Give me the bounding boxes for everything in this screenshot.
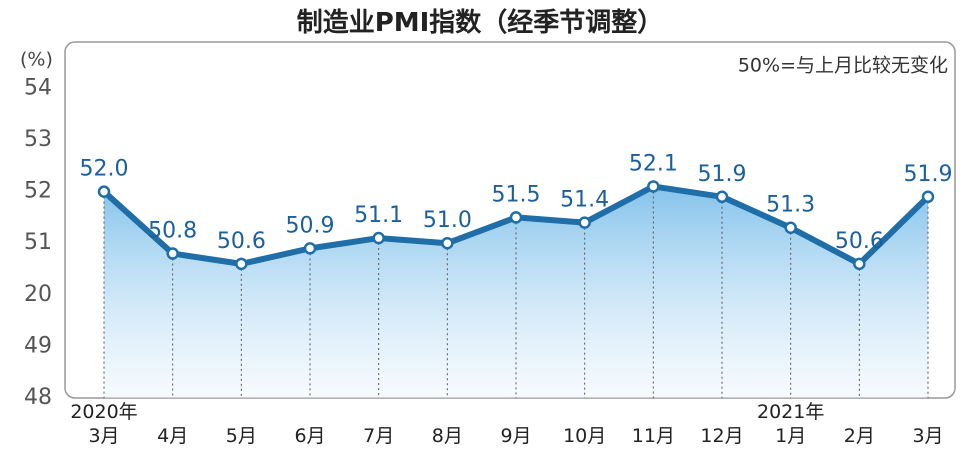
value-label: 50.9: [286, 213, 335, 238]
point: [784, 221, 797, 234]
value-label: 51.3: [766, 193, 815, 218]
point: [97, 185, 111, 198]
value-label: 51.9: [904, 162, 953, 187]
x-tick-label: 2020年 3月: [70, 401, 138, 447]
x-tick-label: 10月: [563, 425, 607, 447]
value-label: 52.0: [80, 157, 129, 182]
point: [166, 247, 179, 260]
y-tick-label: 54: [24, 75, 52, 100]
x-tick-label: 12月: [700, 425, 744, 447]
point: [647, 180, 660, 193]
chart-title: 制造业PMI指数（经季节调整）: [296, 8, 664, 38]
x-tick-label: 2021年 1月: [756, 401, 825, 447]
point: [715, 190, 729, 204]
x-tick-label: 2月: [843, 425, 875, 447]
annotation: 50%=与上月比较无变化: [738, 55, 948, 77]
value-label: 51.0: [423, 208, 472, 233]
point: [578, 216, 591, 229]
y-tick-label: 53: [24, 127, 52, 152]
x-tick-label: 4月: [157, 425, 189, 447]
point: [303, 242, 317, 255]
value-label: 50.6: [217, 229, 266, 254]
y-tick-label: 51: [24, 230, 52, 255]
x-tick-label: 5月: [225, 425, 257, 447]
value-label: 52.1: [629, 151, 678, 176]
value-label: 50.6: [835, 229, 884, 254]
y-unit: (%): [20, 49, 53, 71]
value-label: 51.9: [698, 162, 747, 187]
y-tick-label: 52: [24, 179, 52, 204]
value-label: 51.4: [560, 188, 609, 213]
y-tick-label: 20: [24, 282, 52, 307]
point: [509, 211, 523, 224]
x-tick-label: 9月: [500, 425, 532, 447]
value-label: 51.1: [354, 203, 403, 228]
point: [235, 257, 248, 271]
x-tick-label: 11月: [631, 425, 675, 447]
x-tick-label: 8月: [431, 425, 463, 447]
point: [372, 231, 385, 245]
value-label: 50.8: [148, 219, 197, 244]
point: [853, 257, 866, 271]
y-tick-label: 48: [24, 385, 52, 410]
y-tick-label: 49: [24, 333, 52, 358]
x-tick-label: 3月: [912, 425, 944, 447]
x-tick-label: 6月: [294, 425, 326, 447]
x-tick-label: 7月: [363, 425, 395, 447]
value-label: 51.5: [492, 182, 541, 207]
point: [921, 190, 935, 204]
point: [441, 236, 454, 250]
